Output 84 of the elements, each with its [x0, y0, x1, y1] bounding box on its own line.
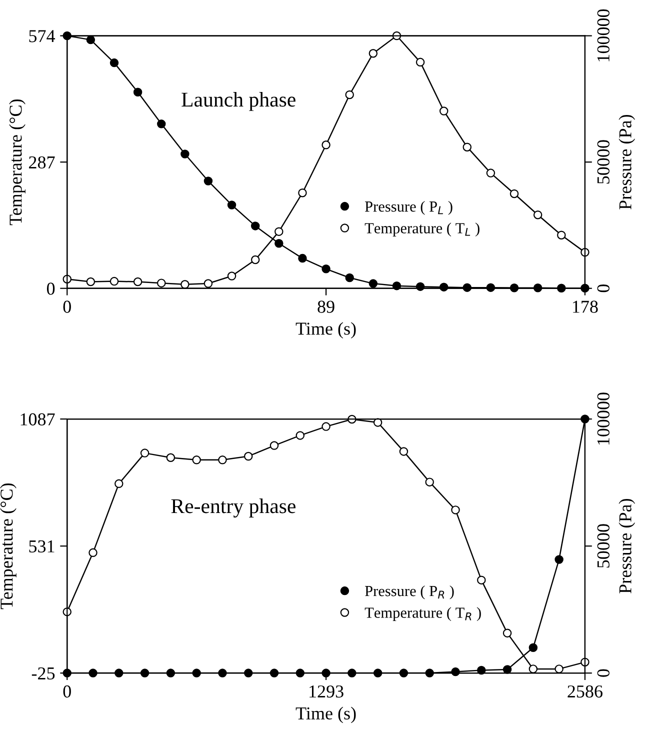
y-tick-label: 287 [29, 156, 55, 168]
point [322, 140, 330, 150]
point [157, 120, 166, 128]
y2-axis-title: Pressure (Pa) [618, 498, 636, 594]
point [180, 280, 190, 289]
point [416, 58, 425, 67]
x-tick-label: 2586 [568, 685, 602, 698]
legend-label: Temperature ( T$_{R}$ ) [364, 607, 481, 622]
point [227, 200, 236, 210]
point [218, 456, 227, 464]
x-tick-label: 178 [573, 300, 598, 313]
point [528, 643, 538, 652]
point [227, 272, 236, 280]
point [373, 418, 382, 427]
legend-label: Pressure ( P$_{L}$ ) [365, 200, 452, 215]
point [204, 279, 213, 288]
annotation: Launch phase [182, 92, 296, 111]
point [557, 230, 566, 240]
point [133, 277, 142, 286]
point [425, 478, 434, 486]
point [462, 142, 472, 152]
point [274, 239, 284, 248]
point [502, 628, 512, 638]
x-tick-label: 0 [63, 300, 71, 313]
y-tick-label: 531 [29, 540, 54, 552]
point [298, 254, 307, 263]
point [133, 88, 142, 96]
point [274, 227, 284, 236]
x-axis-title: Time (s) [296, 706, 356, 724]
legend-label: Pressure ( P$_{R}$ ) [365, 585, 454, 600]
legend-label: Temperature ( T$_{L}$ ) [364, 222, 480, 237]
y-tick-label: 0 [46, 282, 55, 295]
y2-tick-label: 0 [597, 284, 610, 292]
point [399, 447, 408, 456]
point [114, 479, 124, 488]
point [110, 276, 119, 286]
point [86, 277, 96, 286]
x-axis-title: Time (s) [296, 322, 356, 338]
y-tick-label: -25 [32, 667, 55, 680]
point [166, 453, 176, 462]
point [528, 664, 538, 674]
y-tick-label: 1087 [20, 413, 55, 426]
point [502, 665, 512, 674]
y2-tick-label: 100000 [597, 392, 610, 445]
point [451, 506, 460, 514]
y2-tick-label: 0 [597, 669, 610, 677]
point [140, 448, 150, 458]
y2-tick-label: 50000 [597, 140, 610, 184]
point [477, 576, 486, 584]
point [298, 188, 307, 198]
y2-tick-label: 100000 [597, 9, 610, 62]
point [368, 279, 378, 288]
point [533, 210, 542, 220]
point [250, 255, 260, 264]
point [250, 222, 260, 230]
point [88, 548, 98, 558]
point [180, 150, 190, 158]
y2-axis-title: Pressure (Pa) [618, 114, 636, 210]
point [368, 48, 378, 58]
point [244, 452, 253, 461]
x-tick-label: 89 [318, 300, 334, 313]
point [296, 431, 305, 440]
y2-tick-label: 50000 [597, 524, 610, 568]
point [192, 456, 201, 464]
y-tick-label: 574 [29, 30, 56, 42]
point [322, 422, 330, 431]
point [510, 189, 519, 198]
point [86, 35, 96, 44]
y-axis-title: Temperature (°C) [0, 483, 16, 610]
point [110, 58, 119, 68]
point [439, 106, 448, 116]
point [204, 176, 213, 186]
point [554, 555, 564, 564]
x-tick-label: 0 [63, 685, 71, 698]
x-tick-label: 1293 [310, 685, 344, 698]
point [157, 278, 166, 288]
point [486, 168, 496, 178]
point [554, 664, 564, 674]
y-axis-title: Temperature (°C) [9, 99, 26, 226]
point [345, 273, 354, 282]
annotation: Re-entry phase [171, 498, 296, 518]
point [345, 90, 354, 100]
point [322, 264, 330, 274]
point [270, 441, 279, 450]
